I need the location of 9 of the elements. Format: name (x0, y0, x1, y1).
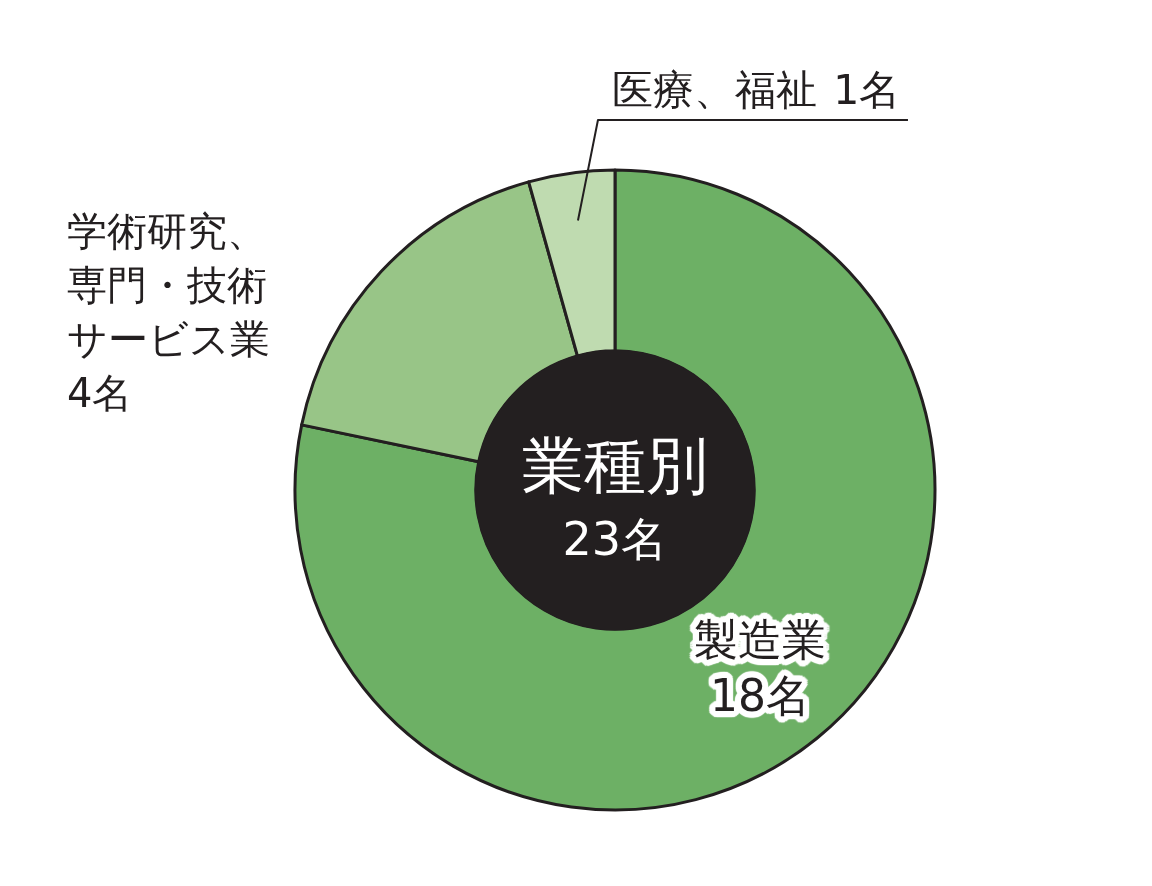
donut-slice (293, 168, 937, 812)
data-label: 1名 (833, 66, 901, 114)
slice-label: 製造業 (693, 614, 826, 666)
text: 業種別 (522, 429, 708, 502)
data-label: 18名 (709, 670, 810, 722)
data-label: 4名 (67, 369, 133, 416)
text: 23名 (562, 512, 668, 566)
slice-label: 医療、福祉 (611, 66, 817, 114)
slice-label: 学術研究、専門・技術サービス業 (67, 207, 270, 362)
